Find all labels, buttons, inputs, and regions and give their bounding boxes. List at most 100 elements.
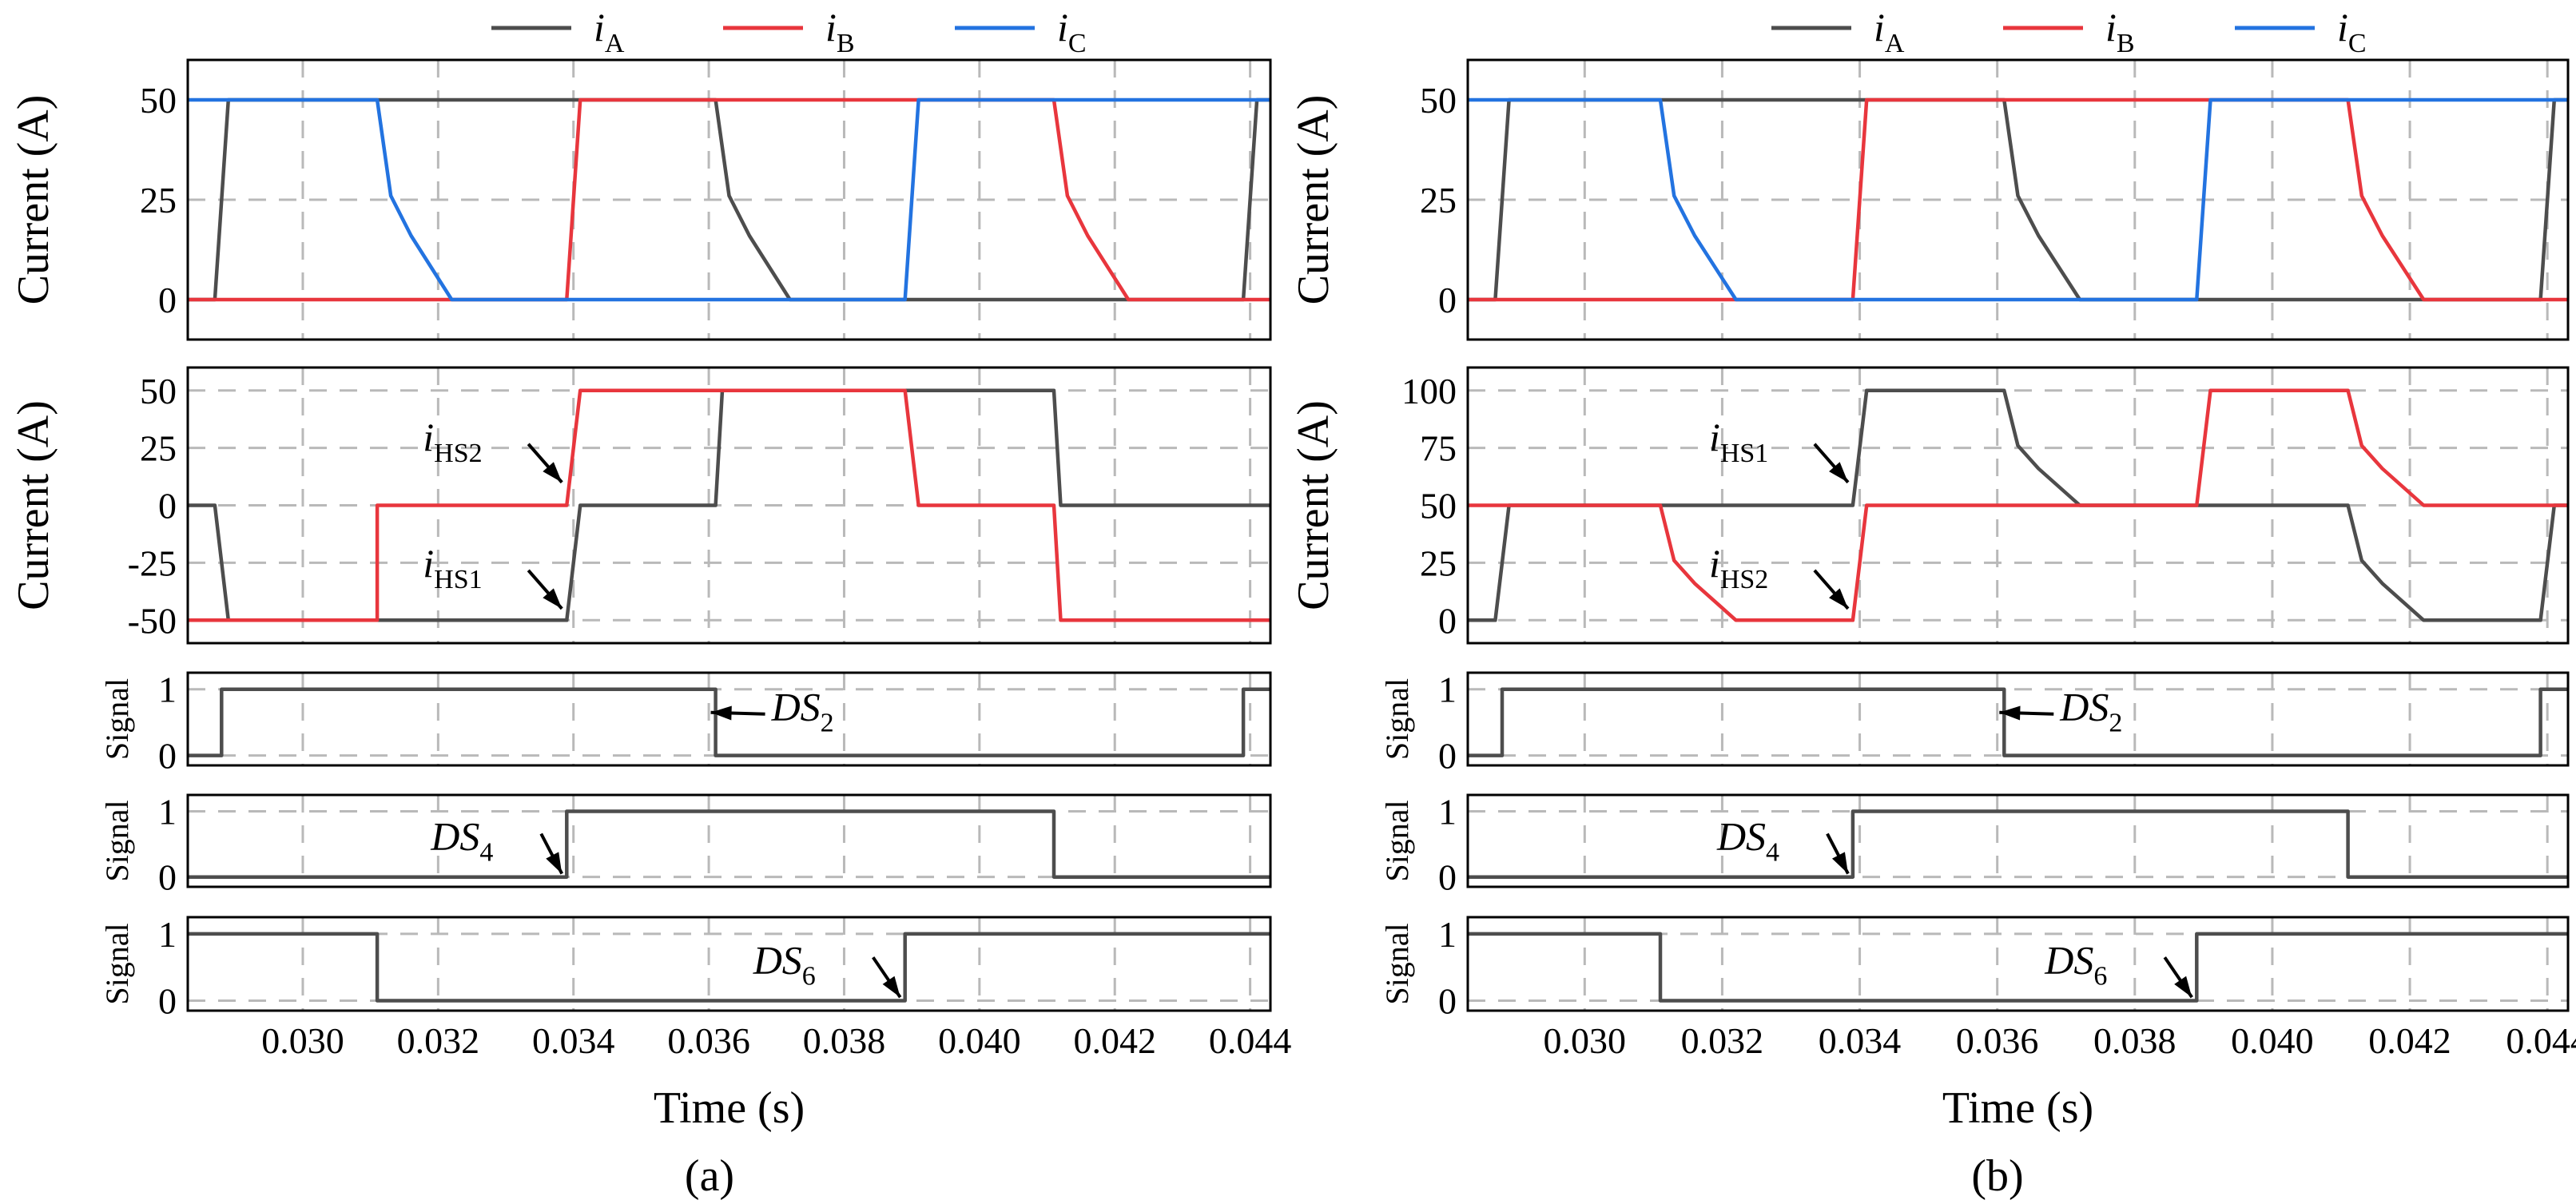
y-tick-label: 100: [1401, 371, 1457, 411]
annotation-DS4: DS4: [430, 814, 493, 868]
legend-label-iA-sub: A: [1885, 29, 1905, 58]
legend-label-iB-main: i: [825, 5, 837, 50]
legend-label-iA-main: i: [1874, 5, 1885, 50]
subplot-frame-ds2: [1466, 671, 2570, 767]
annotation-arrowhead: [710, 705, 732, 721]
panel-caption-a: (a): [685, 1151, 734, 1201]
y-tick-label: 0: [158, 486, 177, 527]
annotation-arrowhead: [1829, 588, 1848, 609]
x-tick-label: 0.034: [1819, 1020, 1902, 1061]
annotation-arrowhead: [1829, 462, 1848, 483]
y-tick-label: 25: [140, 180, 177, 221]
y-axis-label: Current (A): [1289, 400, 1338, 610]
legend-label-iC-main: i: [1057, 5, 1068, 50]
x-tick-label: 0.036: [667, 1020, 750, 1061]
y-tick-label: 50: [140, 371, 177, 411]
annotation-DS2-main: DS: [2059, 685, 2109, 729]
legend-label-iB-sub: B: [837, 29, 855, 58]
x-axis-label: Time (s): [1942, 1083, 2093, 1133]
y-tick-label: 50: [1420, 486, 1457, 527]
y-tick-label: 0: [1438, 980, 1457, 1021]
x-tick-label: 0.034: [532, 1020, 615, 1061]
series-iA-b-phase-currents: [1468, 97, 2568, 302]
y-tick-label: 50: [1420, 80, 1457, 121]
y-tick-label: 0: [158, 857, 177, 898]
y-tick-label: 1: [158, 792, 177, 832]
y-tick-label: -50: [128, 600, 177, 641]
annotation-arrowhead: [546, 852, 563, 874]
annotation-arrowhead: [1831, 852, 1848, 874]
annotation-iHS2-sub: HS2: [1720, 565, 1768, 594]
subplot-frame-hs-currents: [1466, 366, 2570, 645]
annotation-iHS1-sub: HS1: [1720, 439, 1768, 468]
traces-layer: [188, 97, 2568, 1003]
y-tick-label: 0: [158, 280, 177, 320]
series-iB-b-phase-currents: [1468, 97, 2568, 302]
y-axis-label: Current (A): [9, 400, 58, 610]
y-tick-label: 0: [158, 736, 177, 777]
y-tick-label: 1: [1438, 792, 1457, 832]
annotation-iHS2-main: i: [1709, 541, 1720, 586]
x-tick-label: 0.044: [2506, 1020, 2576, 1061]
x-tick-label: 0.030: [261, 1020, 344, 1061]
legend-label-iA-main: i: [594, 5, 605, 50]
y-tick-label: 0: [1438, 280, 1457, 320]
legend-label-iA: iA: [1874, 5, 1905, 58]
annotation-arrowhead: [543, 462, 563, 483]
subplot-frame-ds2: [186, 671, 1272, 767]
panel-caption-b: (b): [1971, 1151, 2023, 1201]
series-DS-a-ds6: [188, 932, 1270, 1003]
annotation-iHS2: iHS2: [1709, 541, 1768, 594]
y-axis-label: Current (A): [1289, 95, 1338, 305]
subplot-frame-ds6: [1466, 916, 2570, 1012]
x-tick-label: 0.032: [1681, 1020, 1764, 1061]
annotation-DS4-main: DS: [430, 814, 479, 859]
x-tick-label: 0.030: [1544, 1020, 1627, 1061]
subplot-frame-ds6: [186, 916, 1272, 1012]
y-tick-label: 0: [1438, 600, 1457, 641]
annotation-iHS1-main: i: [1709, 415, 1720, 459]
legend-label-iB: iB: [2105, 5, 2135, 58]
y-tick-label: -25: [128, 542, 177, 583]
annotation-iHS1: iHS1: [1709, 415, 1768, 468]
subplot-frame-phase-currents: [186, 58, 1272, 341]
subplot-frame-phase-currents: [1466, 58, 2570, 341]
annotation-DS6: DS6: [753, 937, 816, 991]
y-tick-label: 25: [1420, 542, 1457, 583]
annotation-DS2-sub: 2: [2109, 709, 2122, 738]
y-tick-label: 0: [1438, 857, 1457, 898]
x-tick-label: 0.038: [2093, 1020, 2176, 1061]
legend-label-iB: iB: [825, 5, 855, 58]
y-axis-label: Signal: [1379, 678, 1415, 760]
x-axis-label: Time (s): [654, 1083, 805, 1133]
series-iHS2-b-hs-currents: [1468, 388, 2568, 622]
x-tick-label: 0.038: [803, 1020, 886, 1061]
annotation-arrowhead: [2174, 976, 2192, 998]
annotation-iHS2-sub: HS2: [434, 439, 482, 468]
legend-label-iA-sub: A: [605, 29, 625, 58]
legend-label-iB-sub: B: [2117, 29, 2135, 58]
y-axis-label: Signal: [1379, 800, 1415, 881]
series-iHS1-a-hs-currents: [188, 388, 1270, 622]
annotation-iHS2-main: i: [423, 415, 434, 459]
series-DS-a-ds4: [188, 809, 1270, 879]
x-tick-label: 0.036: [1956, 1020, 2039, 1061]
annotation-DS4: DS4: [1716, 814, 1779, 868]
annotation-DS2: DS2: [771, 685, 834, 738]
legend-label-iC-sub: C: [2348, 29, 2367, 58]
annotation-DS6-main: DS: [2044, 937, 2093, 982]
x-tick-label: 0.042: [1073, 1020, 1156, 1061]
subplot-frame-hs-currents: [186, 366, 1272, 645]
series-iHS1-b-hs-currents: [1468, 388, 2568, 622]
legend-label-iC: iC: [1057, 5, 1087, 58]
annotation-DS2-main: DS: [771, 685, 821, 729]
annotation-DS6-main: DS: [753, 937, 802, 982]
annotation-DS6-sub: 6: [2093, 961, 2107, 991]
y-tick-label: 25: [140, 428, 177, 469]
series-DS-b-ds2: [1468, 687, 2568, 757]
legend-label-iB-main: i: [2105, 5, 2117, 50]
annotation-DS4-sub: 4: [479, 838, 493, 868]
series-iB-a-phase-currents: [188, 97, 1270, 302]
